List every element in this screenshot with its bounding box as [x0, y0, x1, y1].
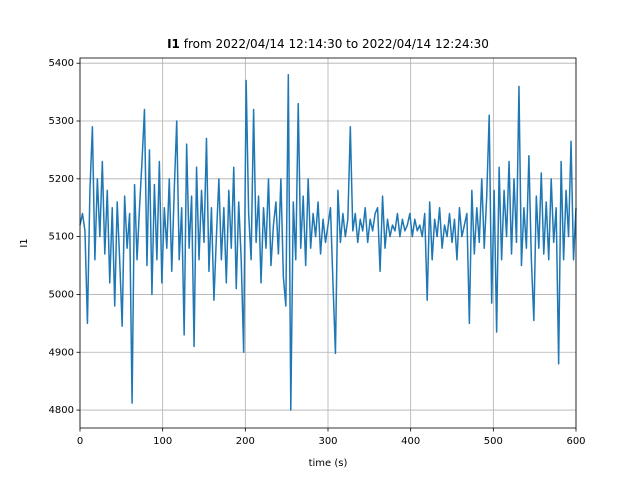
x-tick-label: 200	[236, 436, 255, 447]
data-line	[79, 74, 577, 411]
y-tick-label: 5300	[49, 116, 74, 127]
ticks: 0 100 200 300 400 500 600 4800 4900 5000 5100 5200 5…	[49, 58, 586, 447]
x-tick-label: 100	[153, 436, 172, 447]
x-tick-label: 400	[401, 436, 420, 447]
x-tick-label: 0	[77, 436, 83, 447]
title-label: I1	[167, 37, 180, 51]
y-tick-label: 5000	[49, 289, 74, 300]
y-tick-label: 4800	[49, 405, 74, 416]
y-tick-label: 5400	[49, 58, 74, 69]
y-tick-label: 5200	[49, 174, 74, 185]
y-tick-label: 4900	[49, 347, 74, 358]
plot	[79, 74, 577, 411]
x-tick-label: 600	[566, 436, 585, 447]
x-tick-label: 500	[484, 436, 503, 447]
chart-title: I1 from 2022/04/14 12:14:30 to 2022/04/1…	[167, 37, 489, 51]
x-axis-label: time (s)	[309, 458, 348, 469]
y-tick-label: 5100	[49, 232, 74, 243]
x-tick-label: 300	[318, 436, 337, 447]
y-axis-label: I1	[19, 238, 30, 247]
title-text: from 2022/04/14 12:14:30 to 2022/04/14 1…	[184, 37, 489, 51]
